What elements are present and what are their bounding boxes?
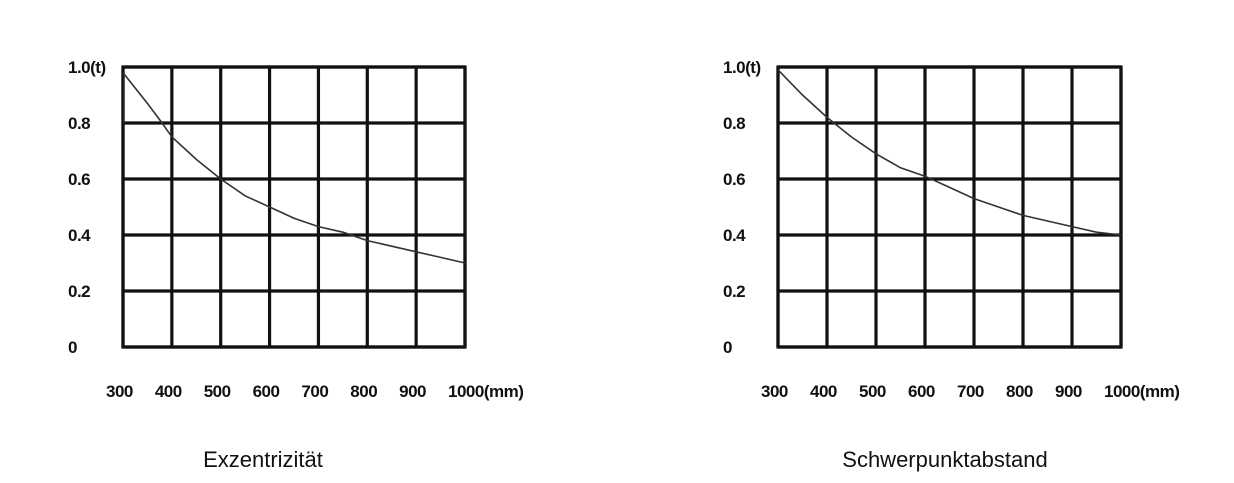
plot-frame xyxy=(121,65,467,349)
x-tick-label: 800 xyxy=(350,382,377,401)
y-tick-label: 0.4 xyxy=(723,226,746,245)
y-tick-label: 0.2 xyxy=(723,282,745,301)
chart-caption: Schwerpunktabstand xyxy=(842,447,1047,472)
center-of-gravity-chart: 0 0.2 0.4 0.6 0.8 1.0(t) 300 400 500 600 700 800 900… xyxy=(723,58,1180,472)
x-tick-label: 300 xyxy=(106,382,133,401)
x-tick-label: 900 xyxy=(399,382,426,401)
x-tick-label: 1000(mm) xyxy=(1104,382,1179,401)
x-tick-label: 600 xyxy=(908,382,935,401)
series-line xyxy=(777,69,1122,236)
x-tick-label: 700 xyxy=(301,382,328,401)
series-line xyxy=(122,72,466,264)
y-tick-label: 1.0(t) xyxy=(68,58,106,77)
x-tick-label: 600 xyxy=(253,382,280,401)
y-tick-label: 0 xyxy=(723,338,732,357)
x-tick-label: 500 xyxy=(204,382,231,401)
x-tick-label: 500 xyxy=(859,382,886,401)
x-tick-label: 1000(mm) xyxy=(448,382,523,401)
eccentricity-chart: 0 0.2 0.4 0.6 0.8 1.0(t) 300 400 500 600 700 800 900… xyxy=(68,58,524,472)
x-tick-label: 400 xyxy=(155,382,182,401)
y-tick-label: 0.8 xyxy=(68,114,90,133)
y-tick-label: 0.6 xyxy=(68,170,90,189)
y-tick-label: 0.8 xyxy=(723,114,745,133)
y-tick-label: 0.6 xyxy=(723,170,745,189)
x-tick-label: 900 xyxy=(1055,382,1082,401)
x-tick-label: 300 xyxy=(761,382,788,401)
x-tick-label: 800 xyxy=(1006,382,1033,401)
y-tick-label: 0.4 xyxy=(68,226,91,245)
y-tick-label: 1.0(t) xyxy=(723,58,761,77)
x-tick-label: 400 xyxy=(810,382,837,401)
y-tick-label: 0.2 xyxy=(68,282,90,301)
y-tick-label: 0 xyxy=(68,338,77,357)
plot-frame xyxy=(776,65,1123,349)
x-tick-label: 700 xyxy=(957,382,984,401)
chart-caption: Exzentrizität xyxy=(203,447,323,472)
